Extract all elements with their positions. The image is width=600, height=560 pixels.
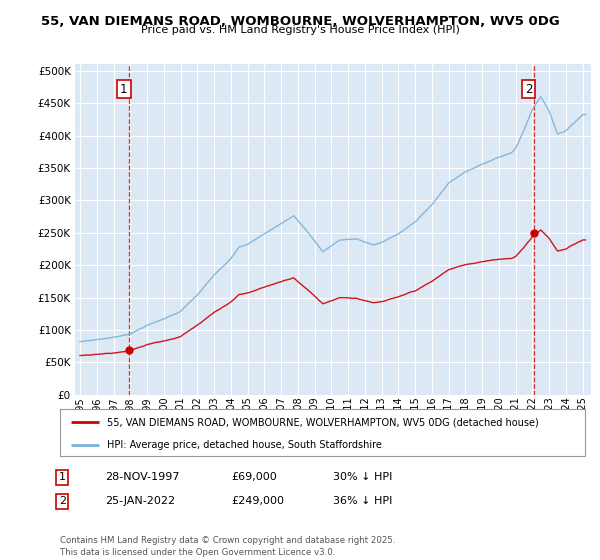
Text: 25-JAN-2022: 25-JAN-2022 — [105, 496, 175, 506]
Text: 36% ↓ HPI: 36% ↓ HPI — [333, 496, 392, 506]
Text: 2: 2 — [525, 82, 532, 96]
Text: Contains HM Land Registry data © Crown copyright and database right 2025.
This d: Contains HM Land Registry data © Crown c… — [60, 536, 395, 557]
Text: 28-NOV-1997: 28-NOV-1997 — [105, 472, 179, 482]
Text: 2: 2 — [59, 496, 66, 506]
Text: 30% ↓ HPI: 30% ↓ HPI — [333, 472, 392, 482]
Text: 1: 1 — [59, 472, 66, 482]
Text: £69,000: £69,000 — [231, 472, 277, 482]
Text: Price paid vs. HM Land Registry's House Price Index (HPI): Price paid vs. HM Land Registry's House … — [140, 25, 460, 35]
Text: HPI: Average price, detached house, South Staffordshire: HPI: Average price, detached house, Sout… — [107, 440, 382, 450]
Text: £249,000: £249,000 — [231, 496, 284, 506]
Text: 55, VAN DIEMANS ROAD, WOMBOURNE, WOLVERHAMPTON, WV5 0DG: 55, VAN DIEMANS ROAD, WOMBOURNE, WOLVERH… — [41, 15, 559, 27]
Text: 55, VAN DIEMANS ROAD, WOMBOURNE, WOLVERHAMPTON, WV5 0DG (detached house): 55, VAN DIEMANS ROAD, WOMBOURNE, WOLVERH… — [107, 417, 539, 427]
Text: 1: 1 — [120, 82, 128, 96]
